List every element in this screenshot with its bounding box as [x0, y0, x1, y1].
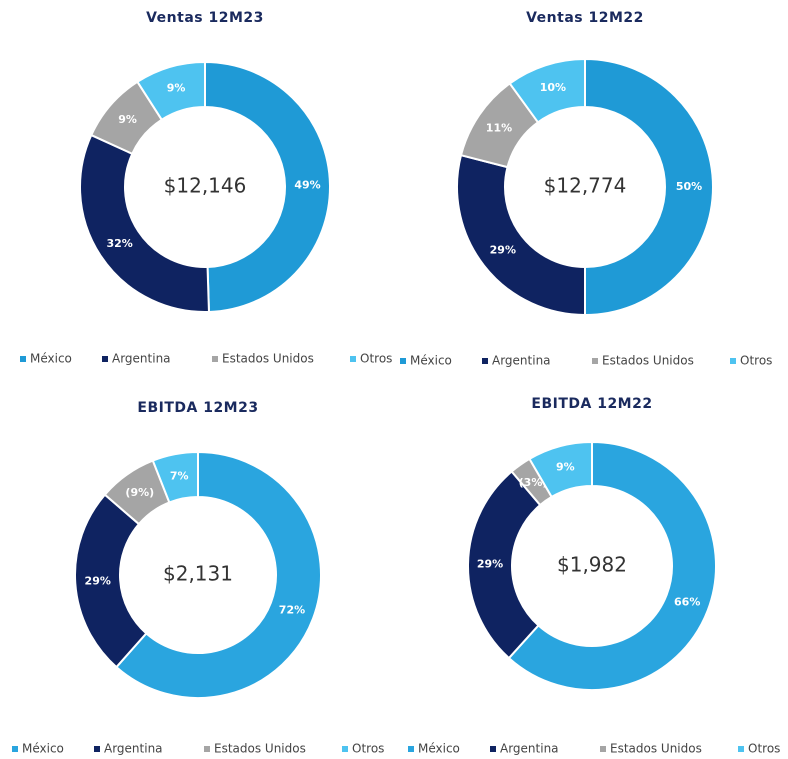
- donut-segment: [204, 60, 331, 313]
- donut-segment: [528, 440, 593, 499]
- data-label: 29%: [490, 244, 516, 257]
- data-label: 11%: [486, 122, 512, 135]
- data-label: 66%: [674, 596, 700, 609]
- data-label: 9%: [556, 461, 575, 474]
- legend-label: México: [410, 354, 452, 368]
- donut-segment: [151, 450, 199, 504]
- legend-swatch: [408, 746, 414, 752]
- data-label: 32%: [106, 237, 132, 250]
- data-label: 9%: [167, 82, 186, 95]
- donut-segment: [136, 60, 206, 122]
- legend-swatch: [94, 746, 100, 752]
- legend-label: Argentina: [112, 352, 171, 366]
- data-label: 49%: [294, 178, 320, 191]
- legend-swatch: [592, 358, 598, 364]
- legend-label: Argentina: [500, 742, 559, 756]
- data-label: 7%: [170, 469, 189, 482]
- data-label: 50%: [676, 180, 702, 193]
- legend-swatch: [490, 746, 496, 752]
- legend-label: Argentina: [492, 354, 551, 368]
- chart-title: Ventas 12M23: [146, 10, 264, 26]
- legend-label: Estados Unidos: [610, 742, 702, 756]
- legend-swatch: [600, 746, 606, 752]
- legend-swatch: [212, 356, 218, 362]
- data-label: 9%: [118, 113, 137, 126]
- data-label: 10%: [540, 81, 566, 94]
- legend-swatch: [20, 356, 26, 362]
- data-label: 72%: [279, 604, 305, 617]
- legend-label: México: [418, 742, 460, 756]
- center-label: $12,146: [164, 174, 247, 198]
- legend-swatch: [342, 746, 348, 752]
- legend-swatch: [12, 746, 18, 752]
- legend-swatch: [204, 746, 210, 752]
- donut-segment: [584, 57, 714, 317]
- legend-swatch: [730, 358, 736, 364]
- chart-title: Ventas 12M22: [526, 10, 644, 26]
- donut-segment: [508, 57, 586, 124]
- chart-title: EBITDA 12M22: [531, 396, 652, 412]
- center-label: $2,131: [163, 562, 233, 586]
- donut-segment: [456, 153, 586, 317]
- legend-swatch: [350, 356, 356, 362]
- center-label: $1,982: [557, 553, 627, 577]
- legend-label: México: [30, 352, 72, 366]
- legend-label: Estados Unidos: [222, 352, 314, 366]
- legend-swatch: [482, 358, 488, 364]
- legend-swatch: [400, 358, 406, 364]
- legend-swatch: [738, 746, 744, 752]
- legend-label: Otros: [740, 354, 772, 368]
- data-label: 29%: [477, 558, 503, 571]
- donut-segment: [79, 133, 210, 313]
- chart-title: EBITDA 12M23: [137, 400, 258, 416]
- legend-label: Otros: [352, 742, 384, 756]
- legend-label: Otros: [360, 352, 392, 366]
- center-label: $12,774: [544, 174, 627, 198]
- legend-label: Otros: [748, 742, 780, 756]
- legend-swatch: [102, 356, 108, 362]
- legend-label: Argentina: [104, 742, 163, 756]
- data-label: 29%: [85, 575, 111, 588]
- legend-label: Estados Unidos: [214, 742, 306, 756]
- data-label: (9%): [125, 486, 154, 499]
- legend-label: Estados Unidos: [602, 354, 694, 368]
- legend-label: México: [22, 742, 64, 756]
- donut-segment: [115, 450, 322, 699]
- donut-segment: [507, 440, 717, 691]
